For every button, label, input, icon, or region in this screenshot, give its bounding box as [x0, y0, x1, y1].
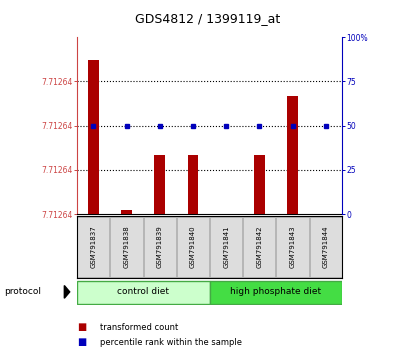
Bar: [88, 61, 99, 214]
Bar: [121, 210, 132, 214]
Text: GSM791840: GSM791840: [190, 225, 196, 268]
Text: GSM791842: GSM791842: [256, 225, 262, 268]
Text: GSM791839: GSM791839: [157, 225, 163, 268]
Text: high phosphate diet: high phosphate diet: [230, 287, 322, 296]
Text: ■: ■: [77, 322, 86, 332]
Bar: [154, 155, 165, 214]
Polygon shape: [64, 286, 70, 298]
Bar: [177, 217, 209, 277]
Bar: [243, 217, 275, 277]
Bar: [210, 281, 342, 304]
Text: control diet: control diet: [117, 287, 169, 296]
Bar: [276, 217, 308, 277]
Text: GDS4812 / 1399119_at: GDS4812 / 1399119_at: [135, 12, 280, 25]
Text: GSM791843: GSM791843: [290, 225, 295, 268]
Bar: [144, 217, 176, 277]
Text: percentile rank within the sample: percentile rank within the sample: [100, 338, 242, 347]
Text: transformed count: transformed count: [100, 322, 178, 332]
Bar: [210, 217, 242, 277]
Text: ■: ■: [77, 337, 86, 347]
Bar: [77, 281, 210, 304]
Text: GSM791837: GSM791837: [90, 225, 96, 268]
Bar: [254, 155, 265, 214]
Bar: [188, 155, 198, 214]
Text: protocol: protocol: [4, 287, 41, 296]
Text: GSM791838: GSM791838: [124, 225, 129, 268]
Bar: [110, 217, 142, 277]
Text: GSM791841: GSM791841: [223, 225, 229, 268]
Bar: [77, 217, 109, 277]
Bar: [310, 217, 342, 277]
Text: GSM791844: GSM791844: [323, 225, 329, 268]
Bar: [287, 96, 298, 214]
